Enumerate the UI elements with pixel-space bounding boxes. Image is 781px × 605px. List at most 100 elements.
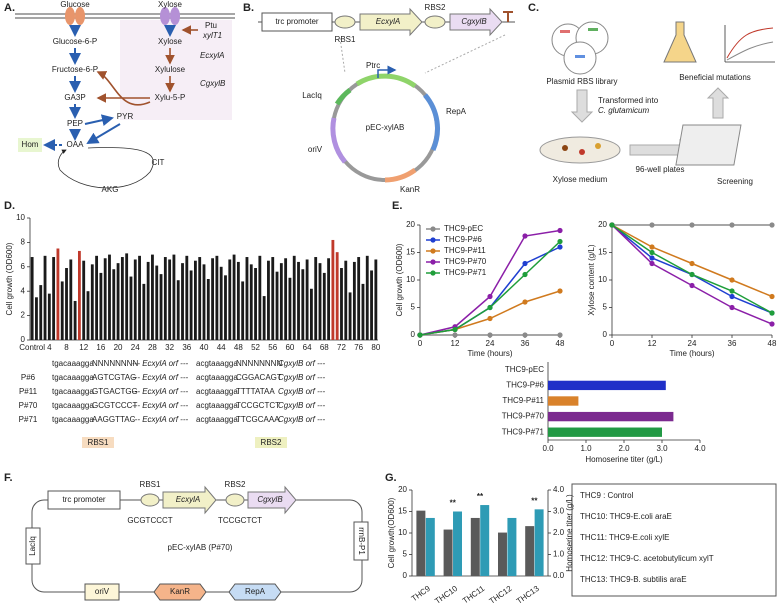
bar [35, 297, 38, 340]
promoter: Ptrc [366, 61, 380, 70]
plasmid-feature: LacIq [28, 536, 37, 556]
series-line [419, 246, 561, 336]
sequence-part: --- EcxylA orf --- [132, 373, 188, 382]
data-point [557, 244, 563, 250]
arrow [84, 114, 114, 127]
tick-label: 10 [406, 275, 415, 284]
sequence-part: CgxylB orf --- [278, 373, 325, 382]
sequence-part: CgxylB orf --- [278, 415, 325, 424]
colony [562, 145, 568, 151]
legend-box [571, 483, 777, 597]
data-point [487, 315, 493, 322]
panel-label: D. [4, 200, 15, 212]
bar [327, 258, 331, 340]
row-label: P#6 [21, 373, 36, 382]
x-tick-label: 4 [47, 343, 52, 352]
panel-label: A. [4, 2, 15, 14]
bar [262, 296, 266, 340]
bar [181, 263, 184, 340]
tick-label: 10 [398, 528, 407, 537]
gene: CgxylB [257, 495, 283, 504]
data-point [769, 321, 775, 327]
rbs-label: RBS2 [425, 3, 446, 12]
tick-label: 20 [398, 485, 407, 494]
tca-cycle [57, 147, 154, 189]
bar [86, 291, 90, 340]
bar [374, 259, 378, 340]
sequence-part: tgacaaagga [52, 401, 94, 410]
axis-label: Homoserine titer (g/L) [585, 455, 663, 464]
data-point [649, 255, 655, 261]
feature-box [228, 583, 282, 601]
step-label: Screening [717, 177, 753, 186]
arrow [96, 71, 151, 106]
tick-label: 5 [603, 303, 608, 312]
tick-label: 5 [411, 303, 416, 312]
bar [425, 517, 435, 576]
metabolite: GA3P [64, 93, 85, 102]
data-point [609, 222, 615, 228]
legend-entry: THC11: THC9-E.coli xylE [580, 533, 670, 542]
rbs-label: RBS2 [225, 480, 246, 489]
tick-label: 0.0 [553, 571, 565, 580]
bar [138, 255, 141, 340]
sequence-part: tgacaaagga [52, 359, 94, 368]
bar [103, 258, 107, 340]
bar [309, 288, 313, 340]
bar [189, 270, 193, 340]
bar [249, 264, 253, 340]
tick-label: 1.0 [553, 550, 565, 559]
rbs-label: RBS1 [140, 480, 161, 489]
step-label: Beneficial mutations [679, 73, 751, 82]
sequence-part: tgacaaagga [52, 373, 94, 382]
x-tick-label: THC9 [410, 584, 433, 604]
tick-label: 20 [406, 220, 415, 229]
data-point [452, 326, 458, 333]
sequence-part: acgtaaagga [196, 359, 238, 368]
data-point [769, 222, 775, 228]
plasmid-name: pEC-xylAB (P#70) [168, 543, 233, 552]
rbs [225, 493, 245, 507]
metabolite: Glucose-6-P [53, 37, 97, 46]
sequence-part: AAGGTTAC [92, 415, 136, 424]
panel-label: F. [4, 472, 13, 484]
rbs-tag [255, 437, 287, 448]
data-point [522, 233, 528, 239]
axis-label: Xylose content (g/L) [587, 244, 596, 315]
bar [275, 271, 279, 340]
axis-label: Cell growth(OD600) [387, 497, 396, 568]
x-tick-label: 56 [268, 343, 277, 352]
sequence-part: NNNNNNNN [236, 359, 282, 368]
sequence-part: --- EcxylA orf --- [132, 415, 188, 424]
bar [52, 257, 56, 340]
axis-label: Cell growth (OD600) [395, 243, 404, 316]
bar [168, 259, 172, 340]
panel-label: E. [392, 200, 402, 212]
data-point [649, 222, 655, 228]
x-tick-label: 44 [217, 343, 226, 352]
bar [108, 254, 111, 340]
sequence-part: tgacaaagga [52, 387, 94, 396]
bar [129, 276, 133, 340]
data-point [729, 288, 735, 294]
colony [579, 149, 585, 155]
tick-label: 15 [406, 248, 415, 257]
bar [344, 260, 348, 340]
tick-label: 24 [688, 339, 697, 348]
bar [497, 532, 507, 576]
promoter: trc promoter [275, 17, 318, 26]
sequence-part: --- EcxylA orf --- [132, 387, 188, 396]
bar [352, 261, 356, 340]
bar [288, 277, 292, 340]
data-point [487, 304, 493, 311]
metabolite: Xylulose [155, 65, 186, 74]
step-label: Xylose medium [553, 175, 608, 184]
bar [206, 279, 210, 340]
tick-label: 48 [556, 339, 565, 348]
tick-label: 0 [610, 339, 615, 348]
plasmid-feature: oriV [308, 145, 323, 154]
bar [60, 281, 64, 340]
promoter: trc promoter [62, 495, 105, 504]
data-point [769, 310, 775, 316]
